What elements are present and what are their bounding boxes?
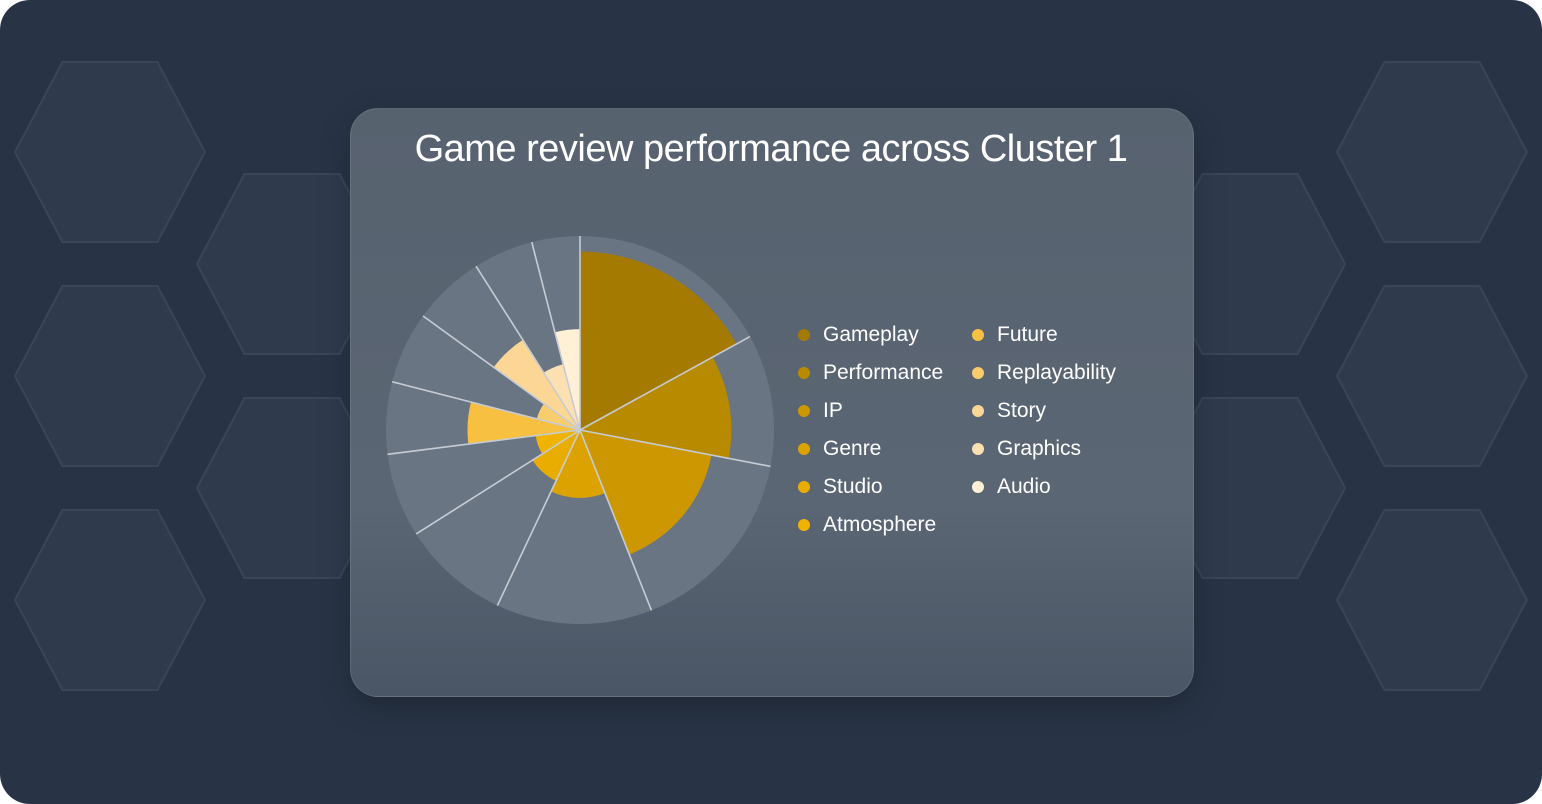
legend-label: IP — [823, 399, 843, 422]
slice-performance[interactable] — [580, 357, 732, 459]
slice-divider — [579, 429, 771, 468]
legend-label: Future — [997, 323, 1058, 346]
legend-label: Graphics — [997, 437, 1082, 460]
legend-swatch — [972, 443, 984, 455]
legend-label: Gameplay — [823, 323, 919, 346]
legend-label: Performance — [823, 361, 944, 384]
slice-future[interactable] — [467, 402, 580, 445]
background-hexagon — [1154, 397, 1346, 579]
slice-divider — [475, 265, 581, 431]
legend-label: Audio — [997, 475, 1051, 498]
legend-item-studio[interactable]: Studio — [798, 473, 883, 501]
legend-swatch — [798, 329, 810, 341]
slice-replayability[interactable] — [536, 403, 580, 430]
legend-item-gameplay[interactable]: Gameplay — [798, 321, 919, 349]
slice-divider — [496, 429, 581, 606]
legend-item-atmosphere[interactable]: Atmosphere — [798, 511, 936, 539]
slice-divider — [530, 241, 581, 431]
legend-item-graphics[interactable]: Graphics — [972, 435, 1081, 463]
legend-swatch — [798, 405, 810, 417]
legend-label: Studio — [823, 475, 883, 498]
legend-swatch — [972, 405, 984, 417]
legend-item-genre[interactable]: Genre — [798, 435, 881, 463]
legend-label: Story — [997, 399, 1047, 422]
legend-item-audio[interactable]: Audio — [972, 473, 1051, 501]
legend-swatch — [972, 367, 984, 379]
background-hexagon — [1154, 173, 1346, 355]
slice-story[interactable] — [493, 339, 580, 430]
legend-swatch — [798, 443, 810, 455]
slice-divider — [415, 429, 581, 535]
legend-swatch — [972, 329, 984, 341]
legend-item-replayability[interactable]: Replayability — [972, 359, 1116, 387]
legend-label: Genre — [823, 437, 882, 460]
legend-swatch — [798, 367, 810, 379]
slice-divider — [387, 429, 581, 456]
slice-divider — [422, 315, 581, 431]
legend-item-ip[interactable]: IP — [798, 397, 843, 425]
slice-divider — [579, 335, 751, 431]
slice-background-genre — [497, 430, 652, 625]
background-hexagon — [14, 285, 206, 467]
slice-graphics[interactable] — [543, 364, 580, 430]
legend-label: Atmosphere — [823, 513, 937, 536]
background-hexagon — [1336, 61, 1528, 243]
slice-atmosphere[interactable] — [535, 430, 580, 454]
legend-item-story[interactable]: Story — [972, 397, 1046, 425]
legend-swatch — [972, 481, 984, 493]
slice-studio[interactable] — [532, 430, 581, 481]
background-hexagon — [1336, 285, 1528, 467]
slice-background-replayability — [392, 315, 580, 430]
legend-swatch — [798, 481, 810, 493]
slice-divider — [391, 380, 581, 431]
slice-background-studio — [416, 430, 580, 606]
slice-ip[interactable] — [580, 430, 712, 555]
background-hexagon — [1336, 509, 1528, 691]
slice-divider — [579, 429, 653, 611]
background-hexagon — [14, 509, 206, 691]
legend-swatch — [798, 519, 810, 531]
slice-genre[interactable] — [551, 430, 605, 498]
legend-label: Replayability — [997, 361, 1117, 384]
legend-item-performance[interactable]: Performance — [798, 359, 943, 387]
slice-background-atmosphere — [387, 430, 580, 534]
legend-item-future[interactable]: Future — [972, 321, 1058, 349]
chart-title: Game review performance across Cluster 1 — [414, 128, 1128, 170]
slice-gameplay[interactable] — [580, 251, 737, 430]
background-hexagon — [14, 61, 206, 243]
